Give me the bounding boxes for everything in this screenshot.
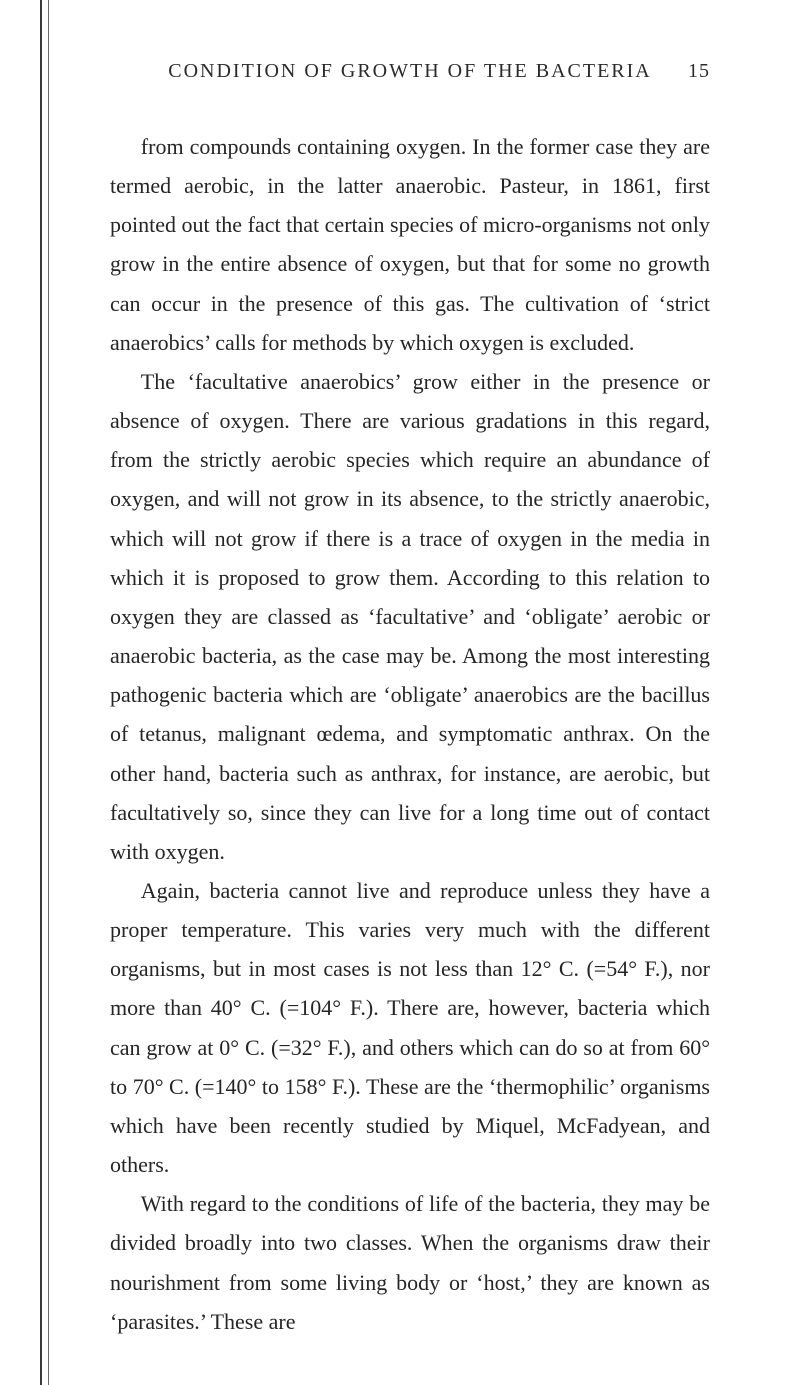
paragraph: Again, bacteria cannot live and reproduc… <box>110 871 710 1184</box>
left-margin-rule-inner <box>48 0 49 1385</box>
paragraph: The ‘facultative anaerobics’ grow either… <box>110 362 710 871</box>
paragraph: With regard to the conditions of life of… <box>110 1184 710 1341</box>
running-title: CONDITION OF GROWTH OF THE BACTERIA <box>168 60 652 82</box>
paragraph: from compounds containing oxygen. In the… <box>110 127 710 362</box>
body-text: from compounds containing oxygen. In the… <box>110 127 710 1341</box>
running-header: CONDITION OF GROWTH OF THE BACTERIA 15 <box>110 60 710 83</box>
page-number: 15 <box>688 60 710 83</box>
left-margin-rule <box>40 0 42 1385</box>
